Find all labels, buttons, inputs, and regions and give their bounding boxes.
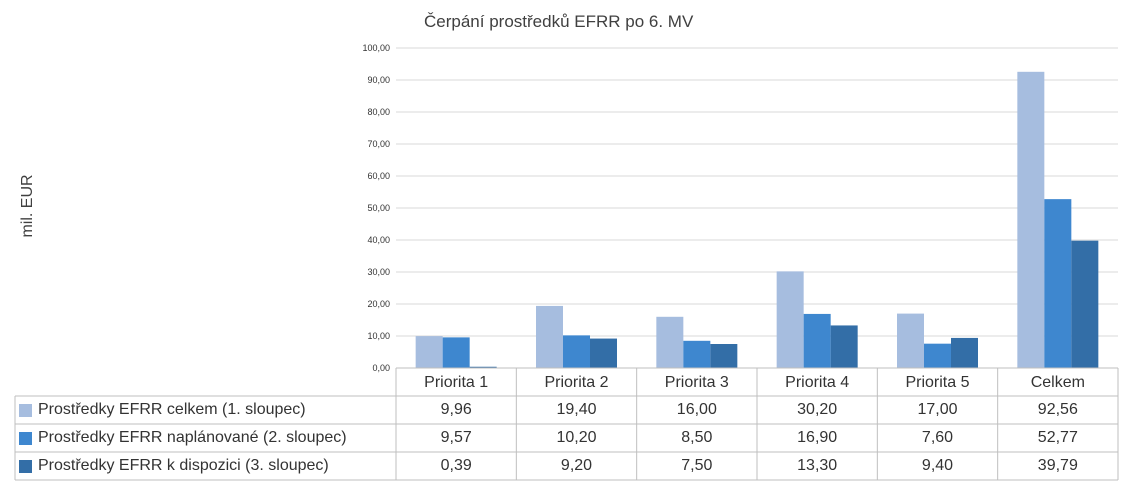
x-tick-label: Priorita 4 (785, 374, 850, 391)
data-label: 9,20 (560, 457, 593, 474)
bar (563, 335, 590, 368)
legend-label: Prostředky EFRR k dispozici (3. sloupec) (38, 457, 329, 474)
bar (1044, 199, 1072, 368)
bar (924, 343, 951, 368)
x-tick-label: Priorita 5 (905, 374, 970, 391)
bar (536, 305, 563, 368)
data-label: 8,50 (681, 429, 713, 446)
data-label: 13,30 (797, 457, 838, 474)
y-tick-label: 50,00 (367, 203, 390, 213)
legend-label: Prostředky EFRR celkem (1. sloupec) (38, 401, 306, 418)
legend-entry: Prostředky EFRR k dispozici (3. sloupec) (19, 452, 329, 480)
bar (415, 336, 443, 368)
bar (776, 271, 804, 368)
data-label: 52,77 (1037, 429, 1078, 446)
data-label: 16,90 (797, 429, 838, 446)
legend-swatch (19, 459, 32, 473)
x-tick-label: Priorita 3 (664, 374, 729, 391)
bar (442, 337, 470, 368)
y-tick-label: 70,00 (367, 139, 390, 149)
data-label: 92,56 (1037, 401, 1078, 418)
chart-title: Čerpání prostředků EFRR po 6. MV (424, 12, 694, 31)
bar (1017, 71, 1045, 369)
legend-entry: Prostředky EFRR celkem (1. sloupec) (19, 396, 306, 424)
data-label: 7,60 (921, 429, 954, 446)
data-label: 39,79 (1037, 457, 1078, 474)
bar (951, 337, 978, 368)
data-label: 9,57 (440, 429, 472, 446)
y-tick-label: 40,00 (367, 235, 390, 245)
y-tick-label: 0,00 (372, 363, 390, 373)
y-tick-label: 80,00 (367, 107, 390, 117)
bar (1071, 240, 1099, 368)
bar (590, 338, 617, 368)
data-label: 9,96 (440, 401, 472, 418)
data-label: 19,40 (556, 401, 597, 418)
data-label: 9,40 (921, 457, 954, 474)
data-label: 30,20 (797, 401, 838, 418)
bar (683, 340, 711, 368)
data-label: 16,00 (676, 401, 717, 418)
bar (803, 313, 831, 368)
bar (710, 344, 738, 368)
x-tick-label: Priorita 2 (544, 374, 609, 391)
data-label: 17,00 (917, 401, 958, 418)
y-tick-label: 60,00 (367, 171, 390, 181)
y-tick-label: 100,00 (362, 43, 390, 53)
y-tick-label: 90,00 (367, 75, 390, 85)
bar (897, 313, 924, 368)
y-tick-label: 10,00 (367, 331, 390, 341)
bar (830, 325, 858, 368)
legend-entry: Prostředky EFRR naplánované (2. sloupec) (19, 424, 347, 452)
data-label: 10,20 (556, 429, 597, 446)
bar (469, 366, 497, 368)
data-label: 7,50 (681, 457, 713, 474)
y-tick-label: 20,00 (367, 299, 390, 309)
legend-label: Prostředky EFRR naplánované (2. sloupec) (38, 429, 347, 446)
data-label: 0,39 (440, 457, 472, 474)
x-tick-label: Priorita 1 (424, 374, 489, 391)
x-tick-label: Celkem (1030, 374, 1085, 391)
bar (656, 316, 684, 368)
y-tick-label: 30,00 (367, 267, 390, 277)
legend-swatch (19, 431, 32, 445)
legend-swatch (19, 403, 32, 417)
